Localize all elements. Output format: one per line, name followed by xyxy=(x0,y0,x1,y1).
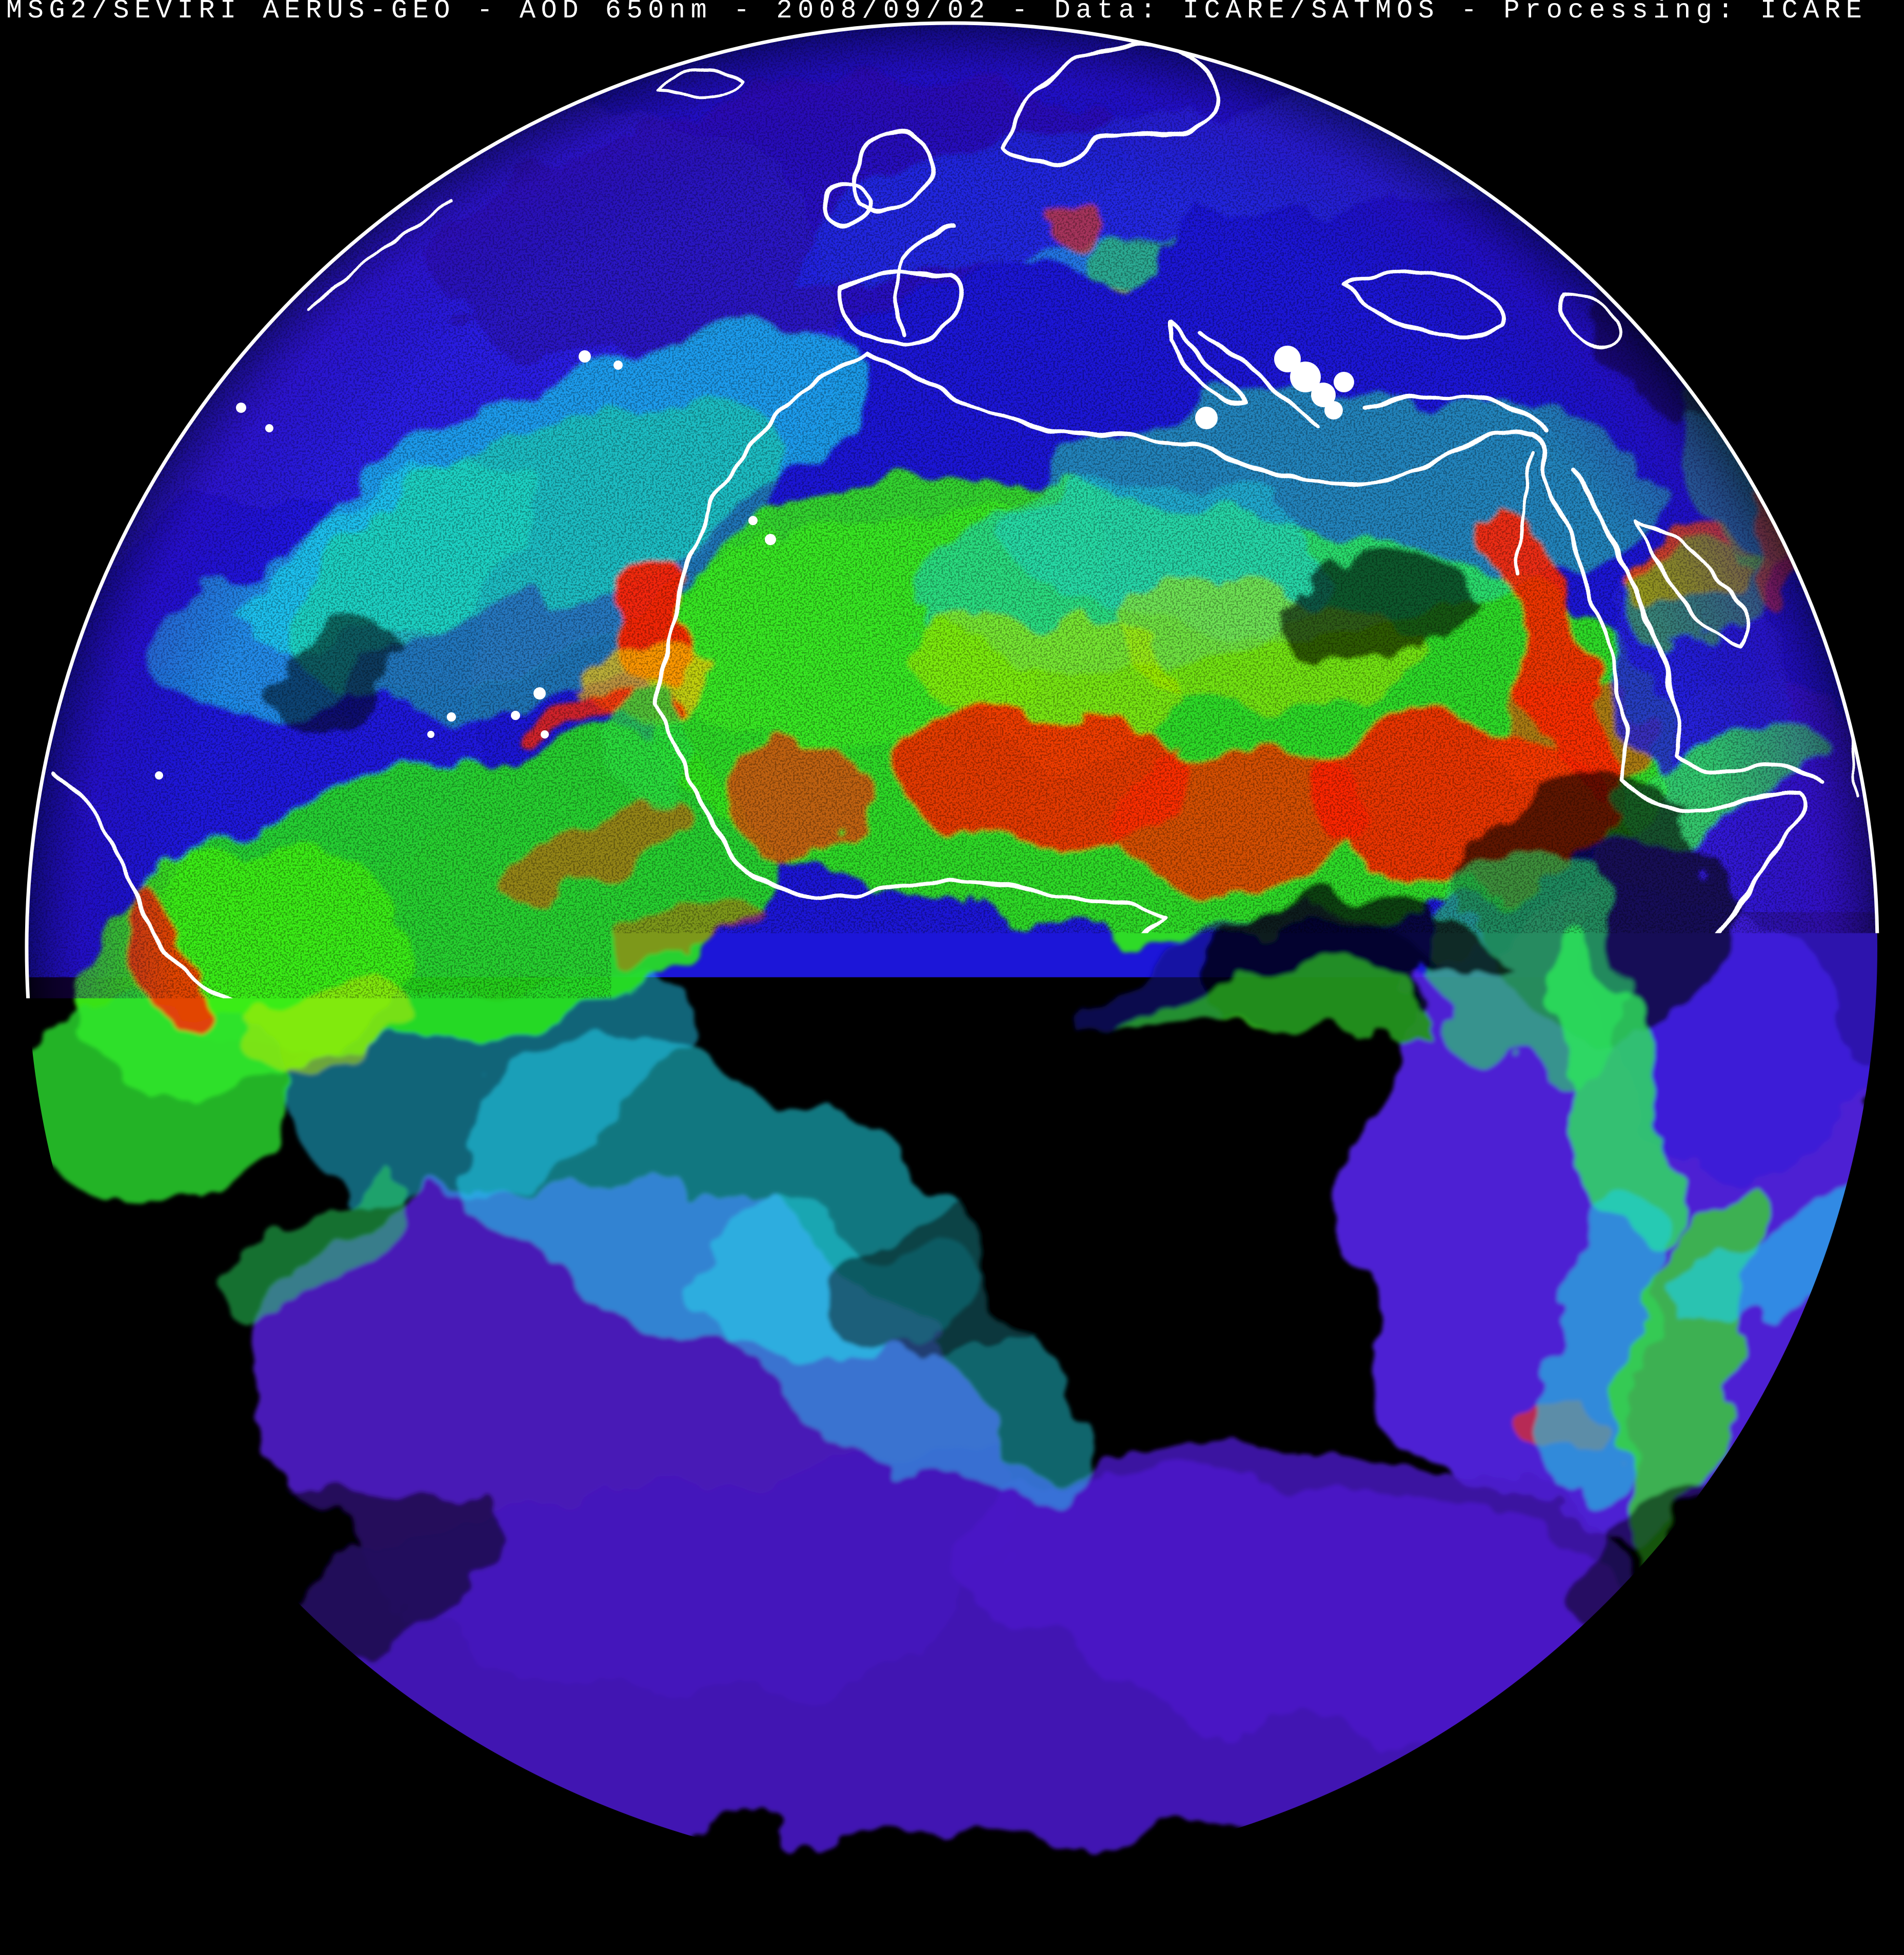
colorbar-tick-label: 0.3 xyxy=(604,1923,638,1950)
tick-mark xyxy=(620,1912,623,1921)
tick-mark xyxy=(971,1912,975,1921)
colorbar-tick-label: 0.1 xyxy=(253,1923,286,1950)
tick-mark xyxy=(268,1912,271,1921)
title-bar: MSG2/SEVIRI AERUS-GEO - AOD 650nm - 2008… xyxy=(6,0,1867,23)
tick-mark xyxy=(444,1912,447,1921)
colorbar-tick-label: 0.4 xyxy=(780,1923,814,1950)
colorbar-tick-label: 0.5 xyxy=(956,1923,989,1950)
tick-mark xyxy=(1851,1912,1854,1921)
colorbar-tick-label: 0.0 xyxy=(77,1923,110,1950)
tick-mark xyxy=(1147,1912,1151,1921)
colorbar-panel: NA 0.0 0.1 0.2 0.3 0.4 0.5 0.6 0.7 0.8 0… xyxy=(33,1886,1870,1951)
colorbar-na-label: NA xyxy=(42,1886,74,1911)
earth-disk-map xyxy=(0,0,1904,1955)
map-title: MSG2/SEVIRI AERUS-GEO - AOD 650nm - 2008… xyxy=(6,0,1867,26)
colorbar-tick-label: 0.9 xyxy=(1659,1923,1693,1950)
colorbar-tick-label: 0.6 xyxy=(1132,1923,1165,1950)
tick-mark xyxy=(1323,1912,1326,1921)
colorbar-tick-label: 0.2 xyxy=(429,1923,462,1950)
colorbar-tick-label: 0.8 xyxy=(1483,1923,1517,1950)
colorbar-na-swatch xyxy=(85,1886,91,1911)
tick-mark xyxy=(1499,1912,1502,1921)
colorbar-tick-label: 1.0 xyxy=(1835,1923,1869,1950)
tick-mark xyxy=(1675,1912,1678,1921)
colorbar-gradient xyxy=(92,1886,1851,1911)
colorbar-tick-label: 0.7 xyxy=(1308,1923,1341,1950)
tick-mark xyxy=(92,1912,95,1921)
tick-mark xyxy=(796,1912,799,1921)
screenshot-root: MSG2/SEVIRI AERUS-GEO - AOD 650nm - 2008… xyxy=(0,0,1904,1955)
